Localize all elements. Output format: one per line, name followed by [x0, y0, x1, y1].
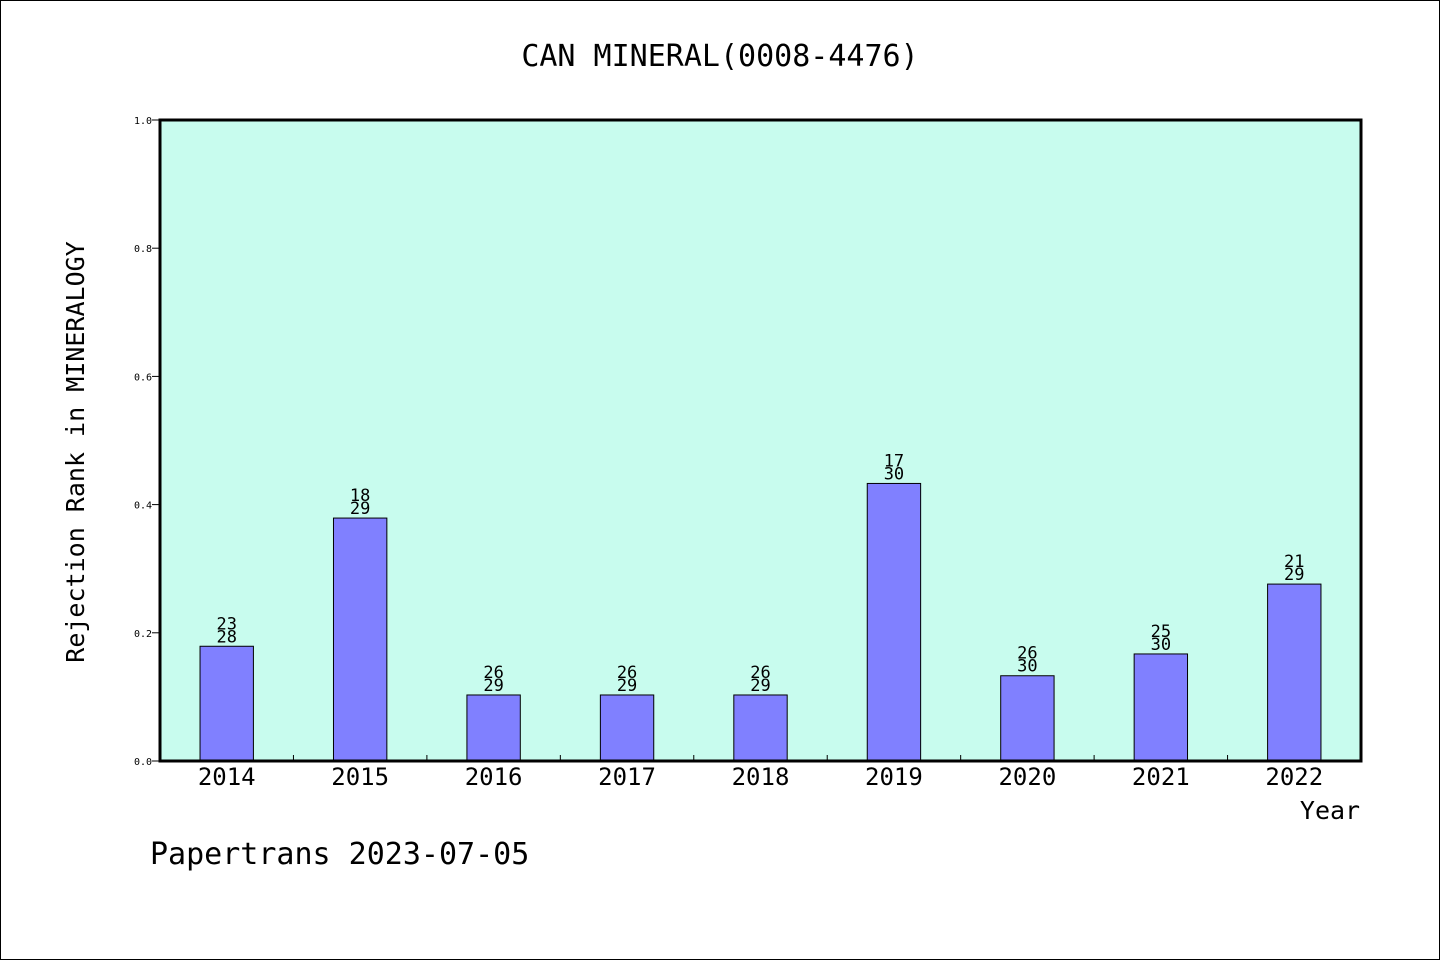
bar-2022 — [1267, 583, 1322, 762]
x-tick-label: 2016 — [465, 763, 523, 791]
x-tick-label: 2015 — [331, 763, 389, 791]
y-tick-label: 0.6 — [134, 372, 152, 383]
bar-label-total: 30 — [1151, 635, 1171, 655]
bar-label-rank: 21 — [1284, 552, 1304, 572]
y-tick-label: 1.0 — [134, 116, 152, 127]
bar-label-rank: 26 — [617, 663, 637, 683]
bar-label-rank: 26 — [750, 663, 770, 683]
x-tick-label: 2020 — [998, 763, 1056, 791]
x-axis-ticks: 2014 2015 2016 2017 2018 2019 2020 2021 2022 — [198, 755, 1323, 791]
bar-label-total: 29 — [1284, 565, 1304, 585]
bar-label-total: 30 — [1017, 657, 1037, 677]
x-tick-label: 2014 — [198, 763, 256, 791]
plot-border — [158, 118, 1363, 763]
bar-label-rank: 26 — [483, 663, 503, 683]
bar-label-total: 30 — [884, 464, 904, 484]
bar-label-total: 29 — [483, 676, 503, 696]
bar-label-total: 29 — [617, 676, 637, 696]
bar-label-rank: 23 — [216, 614, 236, 634]
bar-2021 — [1133, 653, 1189, 762]
y-axis-title: Rejection Rank in MINERALOGY — [61, 241, 90, 662]
bar-2019 — [866, 482, 922, 762]
y-tick-label: 0.2 — [134, 629, 152, 640]
x-tick-label: 2017 — [598, 763, 656, 791]
bars — [199, 482, 1322, 762]
x-tick-label: 2021 — [1132, 763, 1190, 791]
bar-2020 — [1000, 675, 1055, 762]
x-tick-label: 2022 — [1265, 763, 1323, 791]
bar-2016 — [466, 694, 521, 762]
x-tick-label: 2019 — [865, 763, 923, 791]
footer-text: Papertrans 2023-07-05 — [150, 837, 529, 872]
bar-2015 — [332, 517, 388, 762]
bar-2018 — [733, 694, 788, 762]
bar-label-rank: 25 — [1151, 622, 1171, 642]
y-tick-label: 0.0 — [134, 757, 152, 768]
bar-label-rank: 26 — [1017, 644, 1037, 664]
bar-2014 — [199, 645, 254, 762]
x-tick-label: 2018 — [732, 763, 790, 791]
bar-label-total: 28 — [216, 627, 236, 647]
bar-label-total: 29 — [750, 676, 770, 696]
chart-title: CAN MINERAL(0008-4476) — [521, 39, 918, 74]
bar-2017 — [599, 694, 655, 762]
y-tick-label: 0.8 — [134, 244, 152, 255]
y-axis-ticks: 0.0 0.2 0.4 0.6 0.8 1.0 — [134, 116, 160, 768]
x-axis-title: Year — [1300, 796, 1360, 825]
bar-label-total: 29 — [350, 499, 370, 519]
bar-label-rank: 17 — [884, 451, 904, 471]
bar-label-rank: 18 — [350, 486, 370, 506]
y-tick-label: 0.4 — [134, 501, 152, 512]
